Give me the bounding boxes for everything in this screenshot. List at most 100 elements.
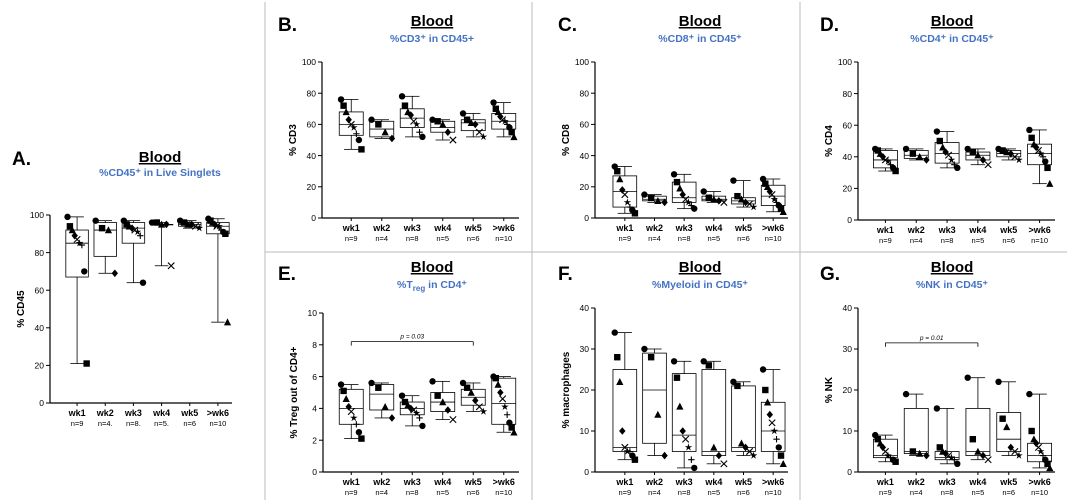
data-point (375, 384, 382, 391)
x-tick-label: wk4 (968, 477, 986, 487)
x-tick-label: wk5 (734, 477, 752, 487)
data-point (611, 329, 618, 336)
data-point (191, 222, 200, 230)
y-tick-label: 0 (584, 213, 589, 223)
data-point (995, 378, 1002, 385)
data-point (916, 449, 924, 457)
n-label: n=8 (678, 488, 691, 497)
data-point (737, 195, 746, 203)
box (491, 377, 517, 425)
box (873, 150, 898, 169)
data-point (777, 205, 785, 212)
chart-subtitle: %CD4⁺ in CD45⁺ (910, 33, 994, 45)
data-point (355, 136, 363, 144)
data-point (884, 451, 892, 459)
data-point (157, 220, 166, 228)
data-point (497, 388, 504, 397)
data-point (974, 151, 982, 159)
data-point (942, 449, 949, 458)
data-point (762, 386, 769, 394)
data-point (902, 390, 910, 398)
data-point (874, 147, 881, 154)
data-point (933, 128, 941, 135)
chart-subtitle: %CD8⁺ in CD45⁺ (658, 33, 742, 45)
data-point (222, 230, 229, 237)
y-tick-label: 100 (302, 57, 316, 67)
n-label: n=6 (467, 488, 480, 497)
data-point (83, 360, 90, 367)
x-tick-label: wk3 (403, 223, 421, 233)
chart-title: Blood (139, 149, 182, 166)
x-tick-label: wk4 (433, 477, 451, 487)
y-tick-label: 10 (308, 308, 318, 318)
data-point (472, 396, 479, 405)
data-point (416, 414, 423, 422)
y-tick-label: 20 (843, 385, 853, 395)
data-point (759, 366, 767, 373)
data-point (342, 395, 350, 403)
data-point (479, 407, 488, 415)
box (121, 222, 146, 244)
n-label: n=9 (618, 488, 631, 497)
data-point (490, 99, 497, 106)
box (760, 184, 786, 206)
data-point (381, 128, 389, 136)
panel-label: C. (558, 15, 577, 36)
data-point (621, 191, 629, 199)
n-label: n=4. (98, 419, 113, 428)
data-point (375, 121, 382, 128)
x-tick-label: wk4 (704, 477, 722, 487)
box (1027, 442, 1052, 463)
data-point (654, 197, 662, 205)
data-point (92, 217, 99, 224)
data-point (401, 398, 409, 406)
chart-subtitle: %Myeloid in CD45⁺ (652, 279, 748, 291)
data-point (68, 226, 76, 234)
data-point (207, 217, 214, 224)
x-tick-label: wk1 (68, 408, 86, 418)
panel-label: D. (820, 15, 839, 36)
x-tick-label: wk1 (615, 223, 633, 233)
data-point (71, 231, 78, 240)
data-point (195, 224, 204, 232)
data-point (467, 388, 475, 396)
data-point (1015, 156, 1023, 164)
data-point (768, 419, 776, 427)
data-point (434, 392, 441, 399)
x-tick-label: wk2 (645, 477, 663, 487)
data-point (340, 102, 347, 109)
n-label: n=8 (406, 488, 419, 497)
x-tick-label: wk5 (734, 223, 752, 233)
y-tick-label: 80 (35, 248, 45, 258)
data-point (398, 93, 406, 100)
data-point (350, 123, 358, 131)
n-label: n=9 (879, 488, 892, 497)
y-tick-label: 80 (307, 88, 317, 98)
data-point (1036, 447, 1045, 455)
y-tick-label: 40 (35, 323, 45, 333)
n-label: n=6 (737, 234, 750, 243)
y-axis-label: % CD3 (288, 124, 299, 156)
n-label: n=9 (618, 234, 631, 243)
data-point (673, 178, 681, 186)
data-point (969, 436, 977, 443)
data-point (1007, 443, 1014, 452)
x-tick-label: wk3 (403, 477, 421, 487)
n-label: n=4 (910, 236, 923, 245)
y-tick-label: 4 (312, 404, 317, 414)
data-point (104, 226, 113, 234)
data-point (444, 406, 452, 414)
data-point (670, 358, 678, 365)
data-point (475, 128, 483, 136)
x-tick-label: wk5 (999, 477, 1017, 487)
x-tick-label: wk1 (876, 225, 894, 235)
data-point (463, 116, 471, 123)
data-point (661, 198, 668, 207)
data-point (619, 427, 626, 435)
x-tick-label: >wk6 (762, 223, 784, 233)
x-tick-label: wk3 (938, 225, 956, 235)
data-point (429, 116, 436, 123)
data-point (676, 184, 684, 192)
data-point (499, 395, 507, 403)
